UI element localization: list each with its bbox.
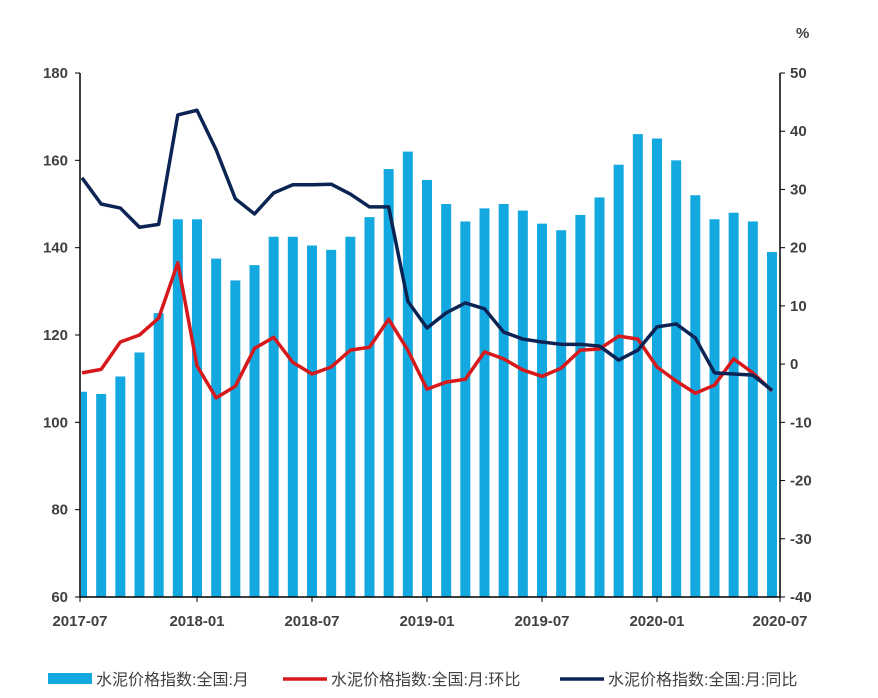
bar-2020-04 xyxy=(710,219,720,597)
bar-2017-10 xyxy=(135,352,145,597)
bar-2019-03 xyxy=(460,221,470,597)
bar-2019-10 xyxy=(595,197,605,597)
right-tick-label: -10 xyxy=(790,414,812,431)
bar-2018-09 xyxy=(345,237,355,597)
bar-2019-11 xyxy=(614,165,624,597)
bar-2019-06 xyxy=(518,211,528,597)
bar-2019-05 xyxy=(499,204,509,597)
x-tick-label: 2019-01 xyxy=(399,613,454,630)
right-tick-label: -30 xyxy=(790,531,812,548)
bar-2018-08 xyxy=(326,250,336,597)
x-tick-label: 2018-01 xyxy=(169,613,224,630)
bar-2020-06 xyxy=(748,221,758,597)
bar-2018-04 xyxy=(250,265,260,597)
bar-2018-05 xyxy=(269,237,279,597)
bar-2017-08 xyxy=(96,394,106,597)
bar-2018-07 xyxy=(307,245,317,597)
right-tick-label: 0 xyxy=(790,356,798,373)
bar-2020-03 xyxy=(690,195,700,597)
bar-2019-04 xyxy=(480,208,490,597)
legend-label: 水泥价格指数:全国:月 xyxy=(96,671,249,689)
x-tick-label: 2020-01 xyxy=(629,613,684,630)
bars-layer xyxy=(81,134,777,597)
right-tick-label: -20 xyxy=(790,473,812,490)
bar-2019-12 xyxy=(633,134,643,597)
x-tick-label: 2018-07 xyxy=(284,613,339,630)
bar-2017-07 xyxy=(81,392,87,597)
bar-2020-05 xyxy=(729,213,739,597)
left-tick-label: 180 xyxy=(43,65,68,82)
x-tick-label: 2017-07 xyxy=(52,613,107,630)
bar-2018-10 xyxy=(365,217,375,597)
left-tick-label: 160 xyxy=(43,152,68,169)
right-tick-label: 50 xyxy=(790,65,807,82)
left-tick-label: 80 xyxy=(51,502,68,519)
bar-2019-07 xyxy=(537,224,547,597)
bar-2018-06 xyxy=(288,237,298,597)
bar-2018-03 xyxy=(230,280,240,597)
left-tick-label: 60 xyxy=(51,589,68,606)
bar-2018-01 xyxy=(192,219,202,597)
right-tick-label: 10 xyxy=(790,298,807,315)
bar-2019-09 xyxy=(575,215,585,597)
right-tick-label: 20 xyxy=(790,240,807,257)
left-tick-label: 100 xyxy=(43,414,68,431)
left-tick-label: 120 xyxy=(43,327,68,344)
x-tick-label: 2020-07 xyxy=(752,613,807,630)
bar-2018-12 xyxy=(403,152,413,597)
right-axis-unit: % xyxy=(796,25,809,42)
legend-label: 水泥价格指数:全国:月:环比 xyxy=(331,671,520,689)
bar-2017-09 xyxy=(115,376,125,597)
left-tick-label: 140 xyxy=(43,240,68,257)
bar-2018-02 xyxy=(211,259,221,597)
right-tick-label: -40 xyxy=(790,589,812,606)
right-tick-label: 40 xyxy=(790,123,807,140)
bar-2017-11 xyxy=(154,313,164,597)
bar-2020-07 xyxy=(767,252,777,597)
bar-2018-11 xyxy=(384,169,394,597)
bar-2019-08 xyxy=(556,230,566,597)
bar-2019-02 xyxy=(441,204,451,597)
legend-label: 水泥价格指数:全国:月:同比 xyxy=(608,671,797,689)
legend-swatch-bar xyxy=(48,673,92,684)
right-tick-label: 30 xyxy=(790,181,807,198)
legend: 水泥价格指数:全国:月 水泥价格指数:全国:月:环比 水泥价格指数:全国:月:同比 xyxy=(48,671,797,689)
x-tick-label: 2019-07 xyxy=(514,613,569,630)
